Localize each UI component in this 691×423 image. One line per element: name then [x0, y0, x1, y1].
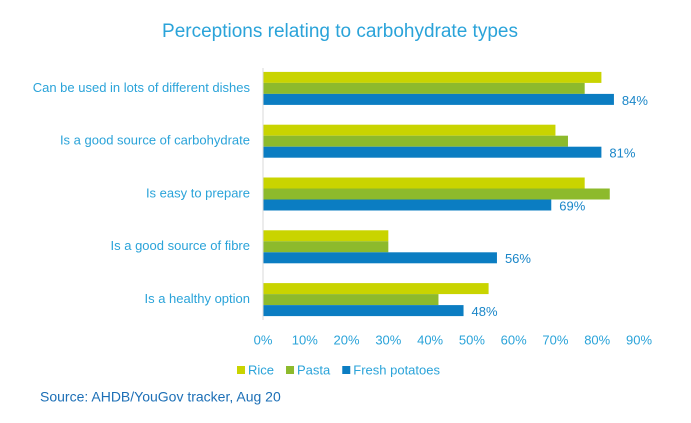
bar: [263, 283, 489, 295]
value-label: 84%: [622, 93, 648, 108]
bar: [263, 146, 602, 158]
value-label: 81%: [609, 146, 635, 161]
x-tick-label: 70%: [542, 332, 568, 347]
x-tick-label: 60%: [501, 332, 527, 347]
bar: [263, 230, 389, 242]
legend-label: Fresh potatoes: [353, 362, 440, 377]
x-tick-label: 20%: [334, 332, 360, 347]
y-tick-label: Can be used in lots of different dishes: [33, 80, 251, 95]
x-tick-label: 10%: [292, 332, 318, 347]
bar: [263, 252, 497, 264]
bar: [263, 199, 552, 211]
legend-swatch: [286, 366, 295, 374]
bar: [263, 135, 568, 147]
bar: [263, 124, 556, 136]
legend-swatch: [237, 366, 245, 374]
value-label: 56%: [505, 251, 531, 266]
y-tick-label: Is a good source of fibre: [111, 238, 250, 253]
value-label: 48%: [472, 304, 498, 319]
y-tick-label: Is a healthy option: [144, 291, 250, 306]
y-tick-label: Is a good source of carbohydrate: [60, 133, 250, 148]
x-tick-label: 80%: [584, 332, 610, 347]
y-tick-label: Is easy to prepare: [146, 185, 250, 200]
bar: [263, 82, 585, 94]
x-tick-label: 50%: [459, 332, 485, 347]
bar: [263, 71, 602, 83]
bar: [263, 177, 585, 189]
chart-title: Perceptions relating to carbohydrate typ…: [162, 21, 518, 42]
legend-swatch: [342, 366, 351, 374]
bar: [263, 294, 439, 306]
legend-label: Pasta: [297, 362, 331, 377]
source-note: Source: AHDB/YouGov tracker, Aug 20: [40, 389, 281, 405]
x-tick-label: 90%: [626, 332, 652, 347]
x-tick-label: 0%: [254, 332, 273, 347]
legend-label: Rice: [248, 362, 274, 377]
bar: [263, 241, 389, 253]
x-tick-label: 30%: [375, 332, 401, 347]
x-tick-label: 40%: [417, 332, 443, 347]
bar: [263, 188, 610, 200]
value-label: 69%: [559, 198, 585, 213]
bar: [263, 93, 614, 105]
bar: [263, 305, 464, 317]
